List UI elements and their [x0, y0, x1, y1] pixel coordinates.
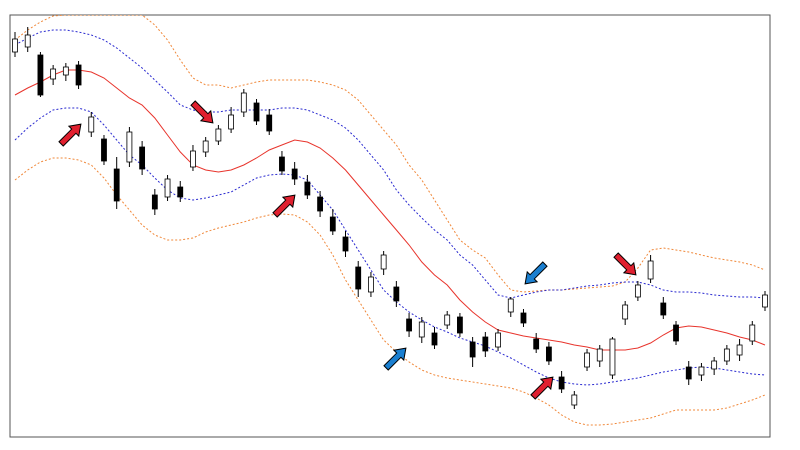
candle-body — [12, 38, 18, 53]
band-line — [14, 29, 766, 299]
red-arrow — [530, 376, 554, 400]
candle-body — [520, 312, 527, 324]
blue-arrow — [383, 347, 407, 371]
candle-body — [469, 341, 476, 358]
candle-body — [545, 346, 552, 362]
candle-body — [393, 286, 400, 302]
candle-body — [685, 366, 692, 380]
candle-body — [711, 360, 718, 370]
candle-body — [558, 376, 565, 390]
candle-body — [190, 150, 196, 168]
candle-body — [202, 140, 209, 153]
candle-body — [762, 294, 768, 308]
candle-body — [647, 260, 654, 280]
candle-body — [495, 332, 501, 348]
plot-area — [12, 15, 768, 426]
candle-body — [444, 314, 451, 326]
band-line — [14, 15, 766, 293]
red-arrow — [272, 194, 296, 218]
annotations — [58, 100, 637, 400]
candle-body — [329, 216, 336, 232]
candle-body — [609, 338, 616, 376]
candle-body — [482, 336, 489, 352]
candle-body — [431, 332, 438, 346]
candle-body — [304, 181, 311, 196]
candle-body — [317, 196, 323, 212]
candle-body — [279, 156, 285, 172]
candle-body — [457, 316, 463, 334]
band-line — [14, 107, 766, 386]
red-arrow — [58, 123, 82, 147]
candle-body — [164, 178, 171, 198]
candle-body — [571, 394, 578, 406]
candle-body — [126, 131, 133, 163]
candle-body — [75, 64, 82, 86]
candle-body — [634, 284, 641, 298]
candle-body — [240, 92, 247, 113]
candle-body — [418, 321, 425, 338]
candle-body — [177, 186, 184, 198]
red-arrow — [190, 100, 214, 124]
candle-body — [380, 254, 387, 270]
candle-body — [507, 298, 514, 313]
band-line — [14, 69, 766, 351]
candle-body — [736, 344, 743, 356]
candle-body — [88, 116, 95, 133]
candle-body — [113, 168, 120, 202]
candle-body — [215, 128, 222, 142]
candle-body — [228, 114, 235, 130]
candle-body — [622, 304, 629, 320]
candle-body — [533, 338, 540, 350]
candle-body — [342, 236, 349, 252]
red-arrow — [613, 252, 637, 276]
candle-body — [253, 102, 260, 122]
candle-body — [723, 348, 730, 362]
candle-body — [660, 302, 667, 316]
candle-body — [24, 34, 31, 48]
candle-body — [291, 168, 298, 180]
candle-body — [368, 276, 374, 293]
candle-body — [749, 324, 756, 342]
candle-body — [698, 366, 705, 376]
candle-body — [584, 352, 590, 368]
candle-body — [673, 324, 679, 342]
candle-body — [266, 114, 273, 132]
candle-body — [139, 146, 146, 170]
candle-body — [355, 266, 362, 290]
candle-body — [406, 318, 412, 332]
blue-arrow — [524, 261, 548, 285]
candle-body — [101, 138, 107, 162]
candle-body — [151, 194, 158, 210]
candle-body — [50, 68, 57, 80]
candle-body — [62, 66, 69, 76]
band-line — [14, 157, 766, 426]
candle-body — [596, 348, 603, 362]
candle-body — [37, 54, 44, 96]
